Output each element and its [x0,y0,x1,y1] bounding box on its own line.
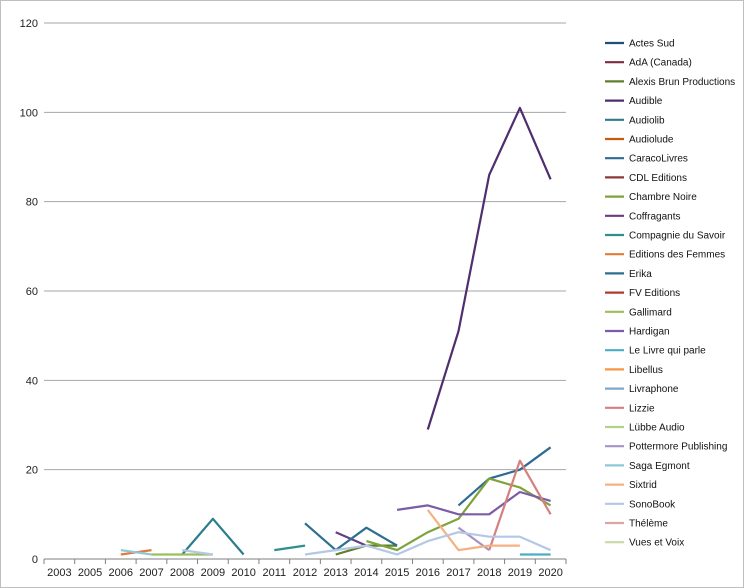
x-tick-label: 2009 [201,567,225,579]
legend-entry: Livraphone [629,384,679,395]
legend-entry: Lizzie [629,403,655,414]
legend-entry: Saga Egmont [629,461,690,472]
series-line [396,490,551,516]
legend-entry: Audible [629,96,663,107]
legend-entry: Gallimard [629,307,672,318]
series-line [457,446,552,507]
y-tick-label: 20 [26,465,38,477]
x-tick-label: 2003 [47,567,71,579]
legend-entry: Chambre Noire [629,192,697,203]
legend-entry: SonoBook [629,499,676,510]
gridlines [44,22,566,471]
x-tick-label: 2020 [538,567,562,579]
legend-entry: Thélème [629,519,668,530]
legend-entry: Hardigan [629,327,670,338]
x-tick-label: 2018 [477,567,501,579]
legend-entry: CDL Editions [629,173,687,184]
legend-entry: Libellus [629,365,663,376]
x-tick-label: 2015 [385,567,409,579]
x-tick-label: 2011 [262,567,286,579]
series-line [120,549,152,556]
legend-entry: Audiolib [629,115,665,126]
legend-entry: FV Editions [629,288,680,299]
x-tick-label: 2010 [231,567,255,579]
series-line [426,106,552,430]
y-tick-label: 120 [20,18,38,30]
legend-entry: Alexis Brun Productions [629,77,735,88]
x-tick-label: 2008 [170,567,194,579]
legend: Actes Sud AdA (Canada) Alexis Brun Product… [605,39,735,549]
series-line [181,517,245,556]
axes: 0 20 40 60 80 100 120 2003 2005 2006 2007 2008 2009 2… [20,18,567,579]
y-tick-label: 100 [20,107,38,119]
x-tick-label: 2007 [139,567,163,579]
legend-entry: Le Livre qui parle [629,346,706,357]
legend-entry: Erika [629,269,652,280]
x-tick-label: 2012 [293,567,317,579]
legend-entry: AdA (Canada) [629,58,692,69]
legend-entry: CaracoLivres [629,154,688,165]
x-tick-label: 2019 [508,567,532,579]
y-tick-label: 80 [26,197,38,209]
series-line [488,459,552,551]
series-line [304,531,552,556]
x-tick-label: 2013 [323,567,347,579]
x-tick-label: 2006 [109,567,133,579]
y-tick-label: 60 [26,286,38,298]
x-tick-label: 2005 [78,567,102,579]
legend-entry: Lübbe Audio [629,423,685,434]
series-line [274,544,306,552]
y-tick-label: 40 [26,375,38,387]
legend-entry: Vues et Voix [629,538,684,549]
series-line [182,549,214,556]
x-tick-label: 2017 [446,567,470,579]
x-tick-label: 2016 [416,567,440,579]
series-line [366,477,552,552]
legend-entry: Coffragants [629,211,681,222]
legend-entry: Actes Sud [629,39,675,50]
x-tick-label: 2014 [354,567,378,579]
legend-entry: Compagnie du Savoir [629,231,726,242]
legend-entry: Editions des Femmes [629,250,725,261]
series-line [304,522,398,552]
series-lines [120,106,552,556]
legend-entry: Audiolude [629,135,674,146]
y-tick-label: 0 [32,554,38,566]
legend-entry: Pottermore Publishing [629,442,727,453]
series-line [426,509,520,552]
legend-entry: Sixtrid [629,480,657,491]
